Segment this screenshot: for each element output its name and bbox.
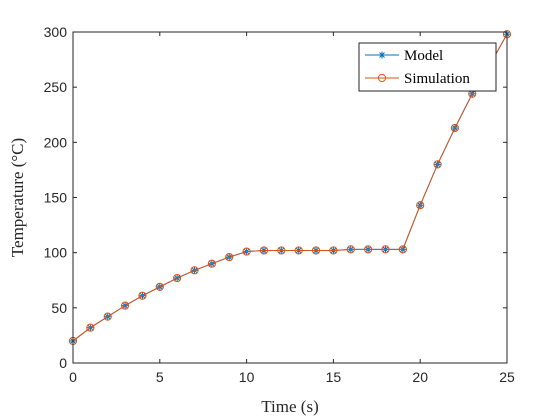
simulation-point (346, 245, 355, 254)
simulation-point (259, 246, 269, 255)
simulation-point (381, 245, 390, 254)
legend-item-model: Model (365, 48, 443, 64)
y-tick-label: 300 (44, 24, 68, 40)
simulation-point (277, 246, 286, 255)
simulation-point (364, 245, 373, 254)
y-tick-label: 50 (51, 300, 67, 316)
simulation-point (225, 252, 234, 262)
simulation-point (138, 291, 147, 300)
simulation-point (103, 312, 112, 321)
simulation-point (329, 246, 338, 255)
simulation-point (173, 273, 182, 283)
legend-box (358, 42, 497, 92)
simulation-point (86, 323, 95, 332)
simulation-point (398, 245, 407, 254)
simulation-point (155, 282, 164, 291)
y-tick-label: 250 (44, 79, 68, 95)
legend-item-simulation: Simulation (365, 71, 470, 87)
x-tick-label: 25 (499, 369, 515, 385)
legend-marker (377, 73, 387, 83)
simulation-point (311, 246, 321, 255)
x-tick-label: 5 (156, 369, 164, 385)
legend-label: Model (404, 48, 443, 64)
simulation-point (242, 247, 251, 256)
simulation-point (416, 201, 425, 210)
legend-label: Simulation (404, 71, 470, 87)
y-axis-label: Temperature (°C) (8, 138, 27, 257)
simulation-point (433, 160, 442, 169)
simulation-point (190, 266, 199, 275)
simulation-point (294, 246, 303, 255)
y-tick-label: 0 (59, 355, 67, 371)
simulation-point (207, 259, 216, 268)
legend: Model Simulation (358, 42, 497, 92)
x-tick-label: 15 (326, 369, 342, 385)
y-tick-label: 100 (44, 245, 68, 261)
y-tick-label: 200 (44, 134, 68, 150)
simulation-point (120, 301, 130, 310)
x-tick-label: 20 (412, 369, 428, 385)
simulation-point (450, 123, 460, 133)
legend-marker (378, 51, 386, 59)
x-axis-label: Time (s) (261, 397, 318, 416)
x-tick-label: 10 (239, 369, 255, 385)
x-tick-label: 0 (69, 369, 77, 385)
y-tick-label: 150 (44, 190, 68, 206)
